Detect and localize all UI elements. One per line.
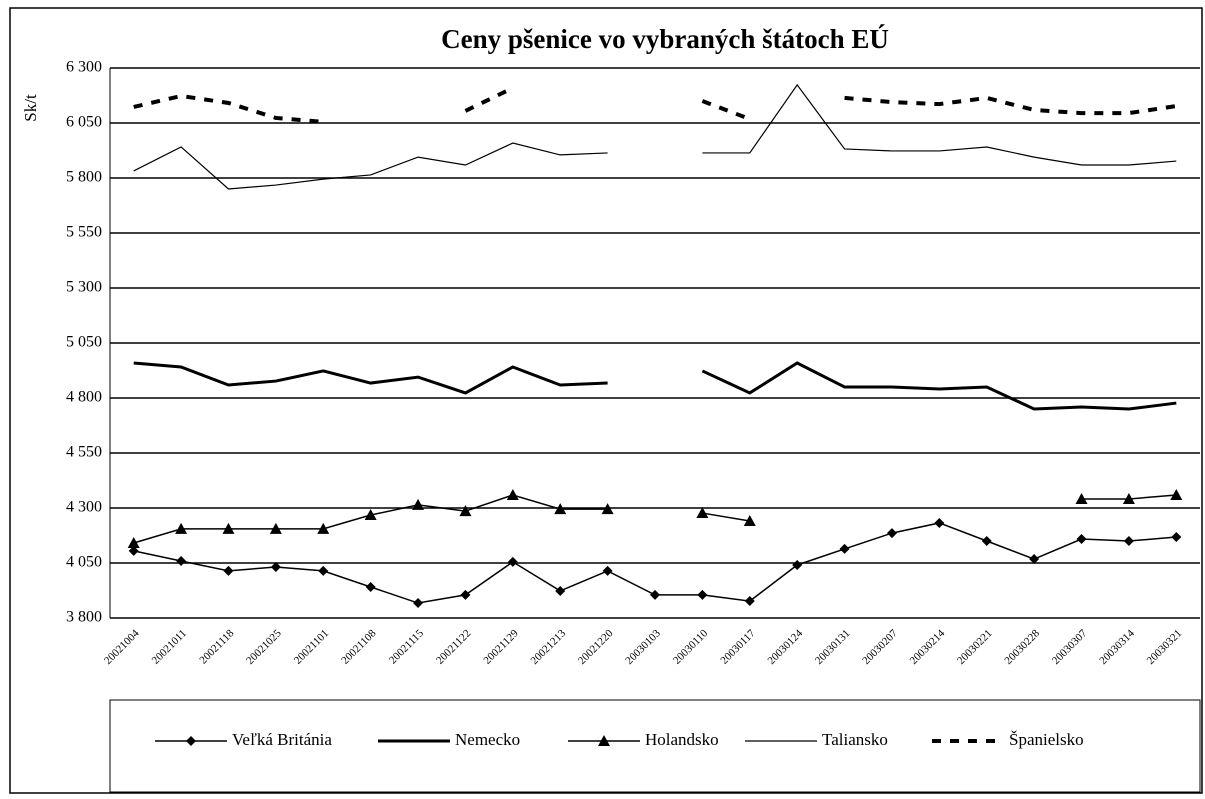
diamond-marker (460, 589, 471, 600)
y-tick-label: 4 050 (66, 554, 102, 571)
diamond-marker (186, 736, 196, 746)
triangle-marker (127, 536, 140, 548)
legend-label: Nemecko (455, 730, 520, 749)
diamond-marker (697, 589, 708, 600)
diamond-marker (365, 581, 376, 592)
triangle-marker (412, 498, 425, 510)
y-tick-label: 4 300 (66, 499, 102, 516)
y-tick-label: 5 050 (66, 334, 102, 351)
y-tick-label: 4 800 (66, 389, 102, 406)
triangle-marker (696, 507, 709, 519)
triangle-marker (269, 522, 282, 534)
diamond-marker (744, 596, 755, 607)
triangle-marker (222, 522, 235, 534)
diamond-marker (981, 536, 992, 546)
triangle-marker (743, 514, 756, 526)
triangle-marker (506, 489, 519, 501)
triangle-marker (554, 503, 567, 515)
y-axis-label: Sk/t (21, 94, 40, 122)
y-tick-label: 6 300 (66, 59, 102, 76)
chart-frame (9, 7, 1203, 794)
legend-box (109, 699, 1201, 793)
chart-title: Ceny pšenice vo vybraných štátoch EÚ (441, 24, 889, 54)
diamond-marker (128, 545, 139, 556)
diamond-marker (176, 556, 187, 567)
triangle-marker (1075, 492, 1088, 504)
legend-label: Holandsko (645, 730, 719, 749)
triangle-marker (1122, 492, 1135, 504)
y-tick-label: 4 550 (66, 444, 102, 461)
diamond-marker (270, 561, 281, 572)
legend-label: Veľká Británia (232, 730, 332, 749)
diamond-marker (1029, 554, 1040, 565)
diamond-marker (223, 565, 234, 576)
triangle-marker (1170, 489, 1183, 501)
diamond-marker (1123, 536, 1134, 546)
triangle-marker (459, 505, 472, 517)
series-line (133, 86, 1177, 124)
diamond-marker (318, 565, 329, 576)
diamond-marker (555, 585, 566, 596)
triangle-marker (317, 522, 330, 534)
diamond-marker (1076, 534, 1087, 545)
y-tick-label: 5 550 (66, 224, 102, 241)
triangle-marker (175, 522, 188, 534)
series-line (133, 361, 1177, 411)
triangle-marker (601, 503, 614, 515)
y-tick-label: 6 050 (66, 114, 102, 131)
triangle-marker (598, 735, 610, 746)
legend-label: Španielsko (1009, 730, 1084, 749)
y-tick-label: 3 800 (66, 609, 102, 626)
diamond-marker (792, 559, 803, 570)
y-tick-label: 5 800 (66, 169, 102, 186)
diamond-marker (413, 598, 424, 609)
diamond-marker (650, 589, 660, 600)
legend-label: Taliansko (822, 730, 888, 749)
triangle-marker (364, 509, 377, 521)
diamond-marker (839, 543, 850, 554)
diamond-marker (934, 517, 945, 528)
diamond-marker (507, 556, 518, 567)
diamond-marker (886, 528, 897, 539)
y-tick-label: 5 300 (66, 279, 102, 296)
diamond-marker (602, 565, 613, 576)
diamond-marker (1171, 532, 1182, 543)
series-line (133, 83, 1177, 190)
